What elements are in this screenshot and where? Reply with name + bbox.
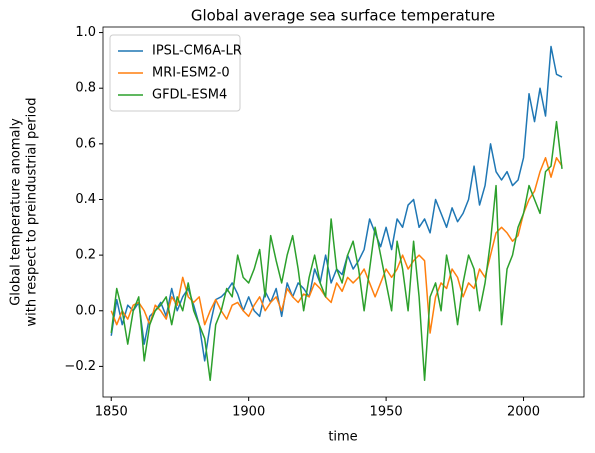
legend-label: GFDL-ESM4: [152, 88, 227, 103]
legend-label: IPSL-CM6A-LR: [152, 44, 242, 59]
x-axis-label: time: [328, 430, 357, 445]
y-tick-label: 0.8: [75, 81, 96, 96]
series-line: [110, 120, 563, 382]
y-axis-label-line: with respect to preindustrial period: [25, 98, 40, 327]
legend-label: MRI-ESM2-0: [152, 66, 230, 81]
plot-frame: [102, 26, 585, 398]
y-tick-label: 0.2: [75, 248, 96, 263]
y-tick-label: 0.0: [75, 303, 96, 318]
y-tick-label: 1.0: [75, 25, 96, 40]
x-tick-label: 1900: [232, 405, 265, 420]
y-axis-label-line: Global temperature anomaly: [9, 118, 24, 306]
x-tick-label: 1850: [95, 405, 128, 420]
y-tick-label: 0.6: [75, 136, 96, 151]
y-tick-label: 0.4: [75, 192, 96, 207]
x-tick-label: 1950: [370, 405, 403, 420]
y-tick-label: −0.2: [64, 359, 96, 374]
chart-title: Global average sea surface temperature: [191, 7, 495, 25]
legend: IPSL-CM6A-LR MRI-ESM2-0 GFDL-ESM4: [109, 34, 242, 112]
x-tick-label: 2000: [507, 405, 540, 420]
y-axis-label: Global temperature anomaly with respect …: [9, 98, 40, 327]
legend-box: [109, 34, 241, 112]
